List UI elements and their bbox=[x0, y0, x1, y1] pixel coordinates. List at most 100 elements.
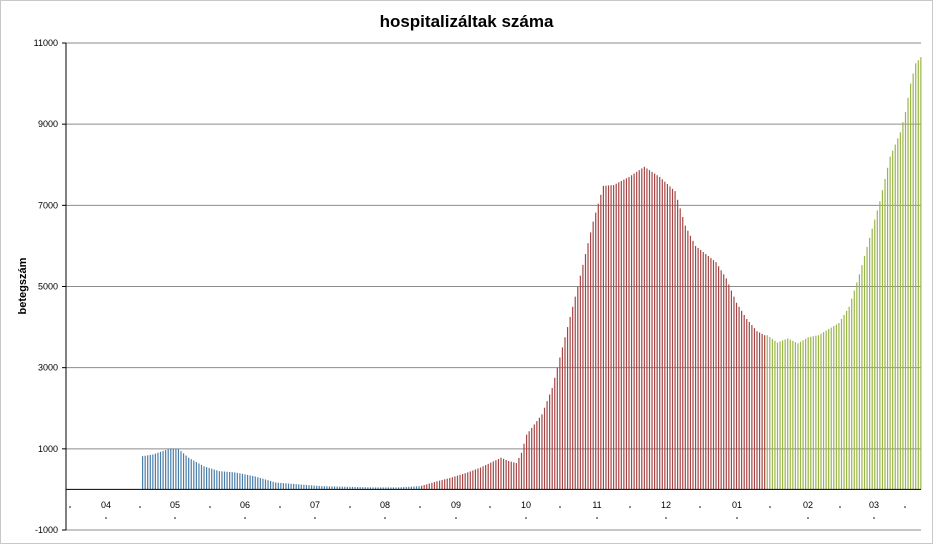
bar-wave1 bbox=[275, 482, 277, 490]
bar-wave1 bbox=[349, 486, 351, 490]
bar-wave2 bbox=[482, 466, 484, 490]
bar-wave3 bbox=[807, 337, 809, 490]
bar-wave3 bbox=[904, 111, 907, 490]
bar-wave2 bbox=[464, 473, 466, 490]
bar-wave3 bbox=[792, 340, 794, 490]
bar-wave2 bbox=[441, 479, 443, 490]
gridlines bbox=[66, 42, 921, 531]
bar-wave3 bbox=[915, 63, 917, 490]
bar-wave2 bbox=[469, 471, 471, 490]
bar-wave3 bbox=[797, 343, 799, 490]
x-axis-separator bbox=[489, 506, 491, 508]
bar-wave3 bbox=[782, 340, 784, 490]
bar-wave2 bbox=[582, 264, 584, 490]
bar-wave2 bbox=[661, 179, 663, 490]
bar-wave1 bbox=[336, 486, 338, 490]
bar-wave1 bbox=[152, 454, 154, 490]
bar-wave3 bbox=[784, 339, 786, 490]
bar-wave2 bbox=[554, 377, 556, 490]
bar-wave2 bbox=[446, 478, 448, 490]
bar-wave2 bbox=[513, 462, 515, 490]
bar-wave3 bbox=[876, 210, 878, 490]
bar-wave1 bbox=[211, 468, 213, 490]
bar-wave2 bbox=[646, 168, 648, 490]
bar-wave1 bbox=[259, 477, 261, 490]
x-axis-separator bbox=[419, 506, 421, 508]
x-axis-separator bbox=[209, 506, 211, 508]
bar-wave3 bbox=[881, 190, 884, 490]
bar-wave2 bbox=[756, 331, 758, 490]
bar-wave2 bbox=[587, 243, 589, 490]
bar-wave2 bbox=[692, 240, 694, 490]
bar-wave1 bbox=[234, 472, 236, 490]
x-axis-separator bbox=[349, 506, 351, 508]
x-tick-mark bbox=[384, 517, 386, 519]
bar-wave1 bbox=[362, 487, 364, 490]
bar-wave1 bbox=[334, 486, 336, 490]
bar-wave1 bbox=[277, 482, 279, 490]
bar-wave2 bbox=[426, 484, 428, 490]
bar-wave2 bbox=[630, 175, 633, 490]
bar-wave2 bbox=[515, 463, 517, 490]
bar-wave1 bbox=[285, 483, 287, 490]
bar-wave1 bbox=[328, 486, 331, 490]
bar-wave2 bbox=[648, 170, 651, 490]
bar-wave2 bbox=[590, 232, 592, 490]
bar-wave2 bbox=[615, 183, 617, 490]
bar-wave1 bbox=[193, 460, 195, 490]
bar-wave1 bbox=[344, 486, 346, 490]
x-tick-label: 04 bbox=[101, 500, 111, 510]
bar-wave2 bbox=[495, 460, 497, 490]
bar-wave2 bbox=[492, 461, 494, 490]
bar-wave2 bbox=[497, 458, 500, 490]
bar-wave2 bbox=[684, 225, 686, 490]
bar-wave1 bbox=[270, 481, 272, 490]
x-tick-label: 10 bbox=[521, 500, 531, 510]
bar-wave2 bbox=[584, 254, 587, 490]
bar-wave2 bbox=[436, 481, 438, 490]
y-axis-ticks: 11000 9000 7000 5000 3000 1000 -1000 bbox=[34, 38, 66, 535]
bar-wave2 bbox=[487, 463, 489, 490]
bar-wave1 bbox=[236, 472, 238, 490]
bar-wave3 bbox=[840, 318, 843, 490]
bar-wave1 bbox=[400, 487, 402, 490]
bar-wave2 bbox=[569, 316, 571, 490]
bar-wave2 bbox=[479, 467, 482, 490]
bar-wave2 bbox=[564, 337, 566, 490]
x-axis-separator bbox=[139, 506, 141, 508]
x-axis-separator bbox=[279, 506, 281, 508]
bar-wave2 bbox=[518, 457, 520, 490]
bar-wave1 bbox=[142, 456, 144, 490]
x-tick-mark bbox=[244, 517, 246, 519]
bar-wave2 bbox=[677, 199, 679, 490]
x-tick-mark bbox=[665, 517, 667, 519]
bar-wave2 bbox=[472, 470, 474, 490]
bar-wave2 bbox=[758, 332, 761, 490]
bar-wave3 bbox=[851, 298, 853, 490]
bar-wave3 bbox=[874, 219, 876, 490]
bar-wave2 bbox=[431, 482, 433, 490]
bar-wave1 bbox=[293, 483, 295, 490]
bar-wave1 bbox=[198, 463, 200, 490]
bar-wave2 bbox=[728, 284, 730, 490]
bar-wave1 bbox=[226, 471, 228, 490]
bar-wave1 bbox=[339, 486, 341, 490]
bar-wave2 bbox=[764, 335, 766, 490]
bar-wave2 bbox=[725, 278, 727, 490]
bar-wave2 bbox=[710, 258, 712, 490]
bar-wave1 bbox=[418, 486, 420, 490]
bar-wave1 bbox=[280, 482, 282, 490]
bar-wave3 bbox=[861, 265, 863, 490]
bar-wave3 bbox=[830, 327, 832, 490]
bar-wave3 bbox=[833, 326, 835, 490]
bar-wave2 bbox=[718, 266, 720, 490]
x-tick-label: 11 bbox=[592, 500, 601, 510]
bar-wave3 bbox=[802, 340, 804, 490]
bar-wave3 bbox=[894, 144, 896, 490]
bar-wave2 bbox=[666, 184, 668, 490]
bar-wave1 bbox=[413, 486, 415, 490]
bar-wave3 bbox=[799, 341, 802, 490]
bar-wave2 bbox=[541, 414, 543, 490]
bar-wave1 bbox=[175, 448, 177, 490]
bar-wave1 bbox=[206, 467, 208, 490]
